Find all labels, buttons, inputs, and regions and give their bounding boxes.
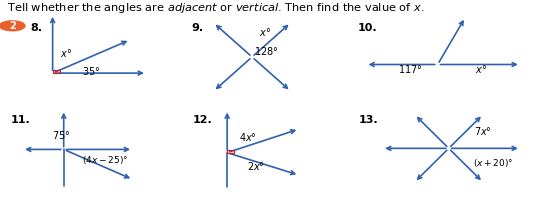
Text: $x°$: $x°$ (475, 63, 487, 75)
Text: 10.: 10. (357, 23, 377, 33)
Text: $2x°$: $2x°$ (247, 160, 264, 172)
Text: $128°$: $128°$ (254, 45, 278, 57)
Text: $x°$: $x°$ (259, 26, 271, 38)
Text: 2: 2 (9, 21, 16, 31)
Text: $117°$: $117°$ (398, 63, 422, 75)
Text: $(4x-25)°$: $(4x-25)°$ (82, 154, 128, 166)
Text: Tell whether the angles are $\it{adjacent}$ or $\it{vertical}$. Then find the va: Tell whether the angles are $\it{adjacen… (7, 1, 424, 15)
Text: $75°$: $75°$ (52, 129, 70, 141)
Text: $x°$: $x°$ (60, 47, 71, 59)
Text: 13.: 13. (359, 115, 378, 125)
Text: 9.: 9. (191, 23, 203, 33)
Text: 12.: 12. (192, 115, 212, 125)
Text: $35°$: $35°$ (82, 64, 100, 77)
Text: $4x°$: $4x°$ (239, 131, 257, 143)
Circle shape (0, 21, 25, 31)
Text: $7x°$: $7x°$ (474, 125, 491, 137)
Text: $(x+20)°$: $(x+20)°$ (473, 157, 513, 169)
Text: 8.: 8. (30, 23, 43, 33)
Text: 11.: 11. (11, 115, 31, 125)
